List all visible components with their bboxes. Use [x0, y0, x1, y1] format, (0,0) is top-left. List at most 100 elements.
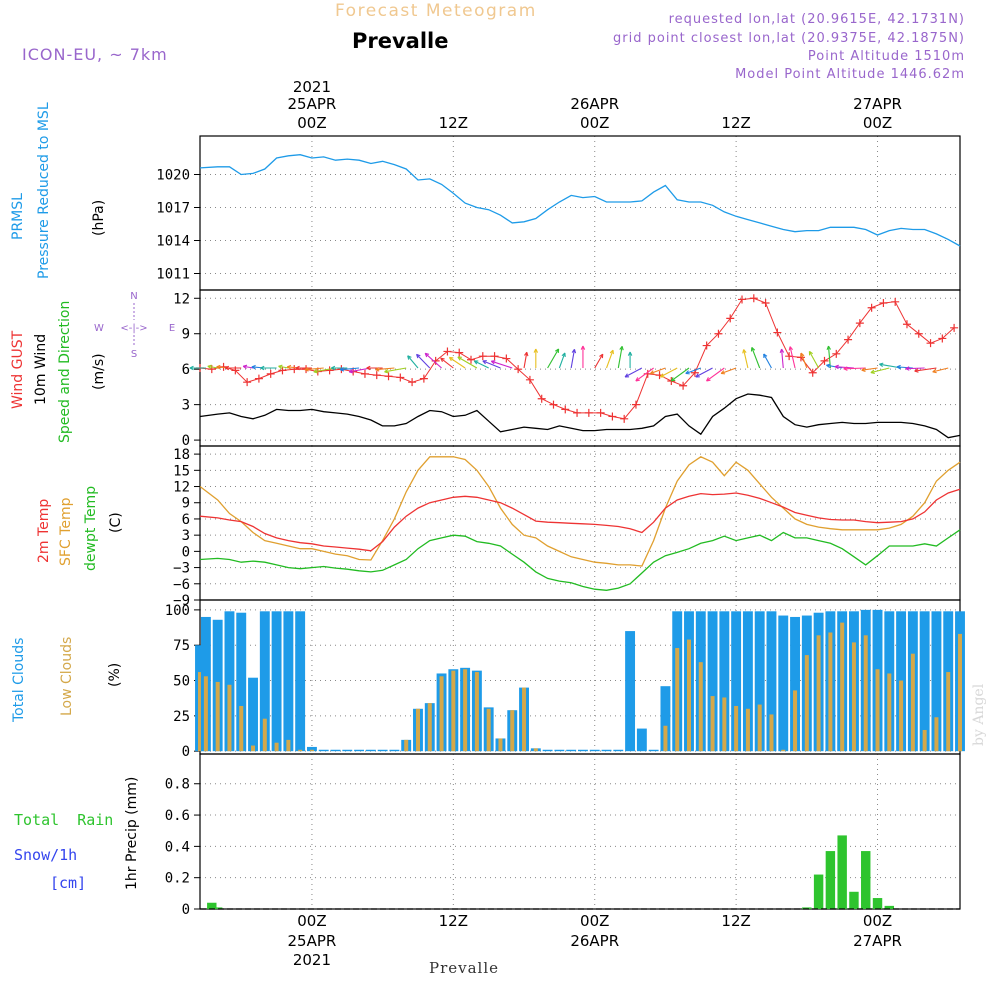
wind-arrow: [491, 360, 513, 369]
temp-panel-labels: 2m Temp SFC Temp dewpt Temp (C): [36, 486, 124, 571]
gust-marker: [561, 405, 570, 414]
total-cloud-bar: [236, 612, 247, 752]
wind-arrowhead: [659, 373, 665, 378]
gust-marker: [584, 408, 593, 417]
wind-arrowhead: [407, 355, 412, 360]
wind-arrow: [763, 353, 772, 369]
wind-arrow: [449, 356, 466, 369]
pressure-label-msl: Pressure Reduced to MSL: [36, 102, 52, 279]
low-cloud-bar: [840, 622, 845, 752]
clouds-unit: (%): [107, 663, 123, 687]
wind-arrow: [243, 365, 254, 369]
wind-arrow: [905, 367, 925, 370]
total-cloud-bar: [554, 749, 565, 752]
wind-arrow: [424, 352, 442, 369]
wind-arrowhead: [304, 367, 309, 372]
rain-bar: [849, 891, 859, 909]
low-cloud-bar: [710, 696, 715, 752]
wind-arrowhead: [473, 360, 479, 365]
wind-arrowhead: [879, 362, 884, 367]
grid-point-coords: grid point closest lon,lat (20.9375E, 42…: [613, 31, 965, 46]
low-cloud-bar: [663, 725, 668, 752]
low-cloud-bar: [757, 704, 762, 752]
wind-arrowhead: [207, 364, 212, 370]
y-tick-label: 1017: [156, 201, 190, 217]
y-tick-label: 0: [182, 902, 190, 918]
wind-arrowhead: [366, 365, 371, 371]
gust-marker: [879, 299, 888, 307]
wind-arrowhead: [763, 353, 768, 359]
low-cloud-bar: [957, 633, 963, 752]
total-cloud-bar: [707, 611, 718, 752]
wind-arrowhead: [649, 370, 655, 375]
snow-unit-label: [cm]: [50, 874, 86, 892]
wind-direction-arrows: [189, 345, 949, 382]
low-cloud-bar: [309, 749, 314, 752]
y-tick-label: 0.8: [165, 777, 190, 793]
wind-arrow: [670, 367, 690, 382]
low-cloud-bar: [946, 672, 951, 752]
wind-arrowhead: [624, 373, 630, 378]
y-tick-label: −3: [173, 561, 190, 577]
sfc-temp-line: [199, 456, 961, 567]
gust-marker: [714, 329, 723, 338]
gust-marker: [631, 400, 640, 409]
wind-arrowhead: [348, 369, 354, 374]
low-cloud-bar: [686, 639, 691, 752]
gust-marker: [950, 323, 959, 332]
total-cloud-bar: [625, 631, 636, 752]
low-cloud-bar: [486, 708, 491, 752]
clouds-panel: 100 75 50 25 0: [165, 599, 965, 760]
wind-panel: 12 9 6 3 0: [173, 289, 961, 449]
low-cloud-bar: [474, 672, 479, 752]
total-cloud-bar: [742, 611, 753, 752]
gust-marker: [502, 354, 511, 363]
wind-arrowhead: [843, 366, 848, 371]
wind-arrowhead: [742, 349, 747, 354]
clouds-panel-labels: Total Clouds Low Clouds (%): [11, 637, 123, 723]
bottom-axis-label: 12Z: [439, 912, 468, 930]
pressure-label-prmsl: PRMSL: [10, 193, 26, 240]
wind-arrow: [635, 367, 654, 382]
low-cloud-bar: [498, 738, 503, 752]
y-tick-label: 75: [173, 638, 190, 654]
gust-marker: [419, 374, 428, 383]
gust-marker: [844, 335, 853, 344]
wind-arrow: [706, 367, 725, 382]
snow-label: Snow/1h: [14, 846, 77, 864]
wind-arrow: [685, 367, 701, 374]
wind-arrow: [457, 356, 478, 369]
rain-bar: [872, 898, 883, 909]
wind-arrowhead: [457, 356, 462, 361]
wind-arrowhead: [870, 369, 875, 374]
wind-arrow: [384, 367, 407, 373]
wind-arrowhead: [635, 377, 640, 382]
precip-panel: 0.8 0.6 0.4 0.2 0: [165, 753, 961, 918]
low-cloud-bar: [510, 710, 515, 752]
y-tick-label: 12: [173, 291, 190, 307]
wind-arrow: [558, 352, 566, 369]
y-tick-label: 9: [182, 496, 190, 512]
total-cloud-bar: [931, 611, 942, 752]
wind-arrowhead: [720, 370, 726, 375]
wind-grid: [194, 290, 960, 446]
bottom-axis-label: 12Z: [721, 912, 750, 930]
low-cloud-bar: [675, 648, 680, 752]
point-altitude: Point Altitude 1510m: [808, 49, 965, 64]
low-cloud-bar: [851, 642, 856, 752]
low-cloud-bar: [934, 717, 939, 752]
low-cloud-bar: [828, 632, 833, 752]
pressure-unit: (hPa): [91, 200, 107, 236]
pressure-line: [199, 154, 961, 247]
wind-arrowhead: [482, 360, 487, 365]
dewpt-temp-label: dewpt Temp: [83, 486, 99, 571]
rain-bar: [837, 835, 847, 909]
total-cloud-bar: [259, 611, 270, 752]
wind-arrow: [605, 349, 614, 369]
wind-arrowhead: [695, 373, 700, 378]
low-cloud-bar: [227, 684, 232, 752]
wind-10m-label: 10m Wind: [33, 334, 49, 405]
wind-arrow: [743, 349, 749, 369]
pressure-grid: [194, 136, 960, 290]
wind-arrowhead: [554, 348, 560, 353]
